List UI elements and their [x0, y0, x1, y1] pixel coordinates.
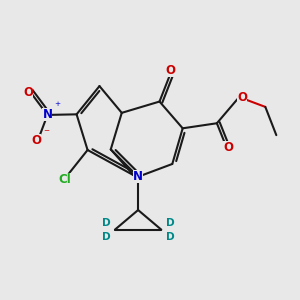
Text: D: D [166, 232, 175, 242]
Text: D: D [166, 218, 175, 228]
Text: $^-$: $^-$ [42, 128, 50, 138]
Text: O: O [32, 134, 41, 147]
Text: D: D [102, 218, 110, 228]
Text: Cl: Cl [58, 172, 71, 186]
Text: O: O [23, 86, 33, 99]
Text: N: N [133, 170, 143, 183]
Text: D: D [102, 232, 110, 242]
Text: O: O [223, 141, 233, 154]
Text: N: N [43, 108, 52, 122]
Text: O: O [165, 64, 175, 77]
Text: $^+$: $^+$ [52, 101, 62, 111]
Text: O: O [237, 91, 247, 103]
